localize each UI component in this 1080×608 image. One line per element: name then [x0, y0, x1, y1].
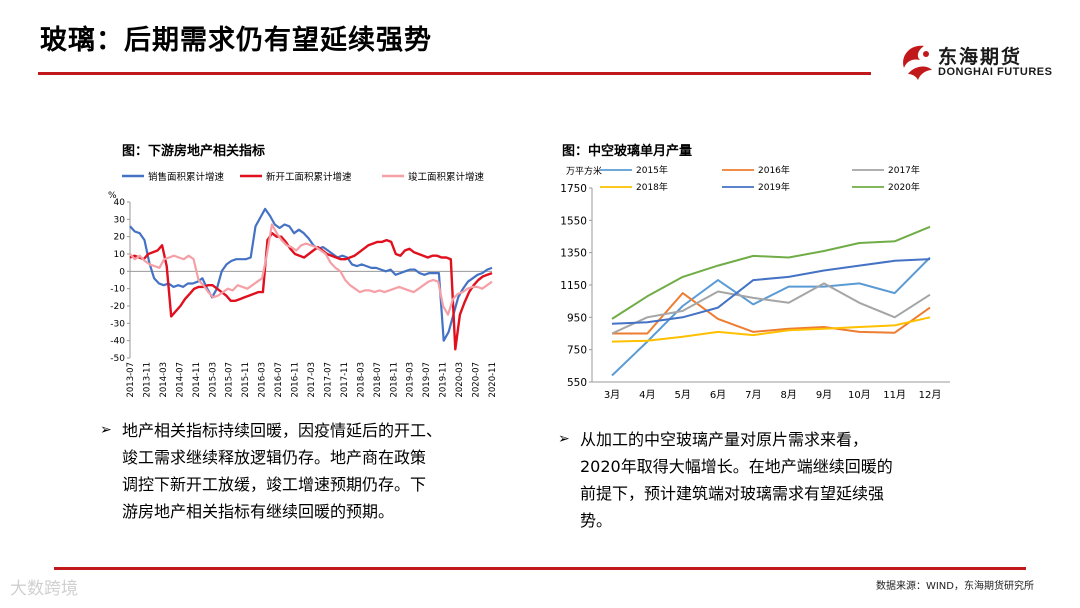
watermark: 大数跨境: [10, 579, 78, 599]
x-tick-label: 11月: [883, 389, 906, 401]
y-tick-label: -20: [110, 302, 125, 312]
y-tick-label: 40: [114, 198, 126, 208]
x-tick-label: 2018-11: [389, 362, 399, 397]
left-bullet-line-3: 调控下新开工放缓，竣工增速预期仍存。下: [122, 475, 427, 494]
real-estate-indicators-chart: 销售面积累计增速 新开工面积累计增速 竣工面积累计增速%40 30 20 10 0 -10 -2…: [108, 171, 498, 397]
x-tick-label: 2020-11: [488, 362, 498, 397]
legend-label: 2016年: [758, 164, 790, 176]
x-tick-label: 2016-07: [274, 362, 284, 397]
y-tick-label: 750: [567, 345, 587, 357]
legend-label: 竣工面积累计增速: [408, 171, 485, 183]
series-line: [611, 282, 931, 335]
logo-chinese-name: 东海期货: [938, 46, 1023, 68]
legend-label: 2015年: [636, 164, 668, 176]
x-tick-label: 2014-11: [192, 362, 202, 397]
legend-label: 2017年: [888, 164, 920, 176]
series-line: [129, 223, 493, 316]
title-divider: [38, 72, 871, 75]
legend-label: 销售面积累计增速: [148, 171, 225, 183]
x-tick-label: 2013-11: [142, 362, 152, 397]
x-tick-label: 2018-03: [356, 362, 366, 397]
arrow-bullet-icon: ➢: [100, 422, 112, 438]
x-tick-label: 9月: [816, 389, 832, 401]
y-tick-label: -40: [110, 337, 125, 347]
y-tick-label: 1150: [560, 280, 587, 292]
right-bullet-line-3: 前提下，预计建筑端对玻璃需求有望延续强: [580, 484, 885, 503]
x-tick-label: 2015-03: [208, 362, 218, 397]
series-line: [129, 207, 493, 342]
y-tick-label: 550: [567, 377, 587, 389]
y-tick-label: -10: [110, 285, 125, 295]
x-tick-label: 2014-07: [175, 362, 185, 397]
right-bullet-line-1: 从加工的中空玻璃产量对原片需求来看，: [580, 430, 869, 449]
page-title: 玻璃：后期需求仍有望延续强势: [40, 25, 432, 56]
data-source: 数据来源：WIND，东海期货研究所: [875, 581, 1034, 592]
x-tick-label: 2017-07: [323, 362, 333, 397]
x-tick-label: 2019-03: [406, 362, 416, 397]
x-tick-label: 2015-11: [241, 362, 251, 397]
x-tick-label: 3月: [604, 389, 620, 401]
legend-label: 新开工面积累计增速: [266, 171, 352, 183]
x-tick-label: 2016-03: [258, 362, 268, 397]
y-axis-unit: %: [108, 191, 117, 201]
x-tick-label: 2018-07: [373, 362, 383, 397]
x-tick-label: 7月: [745, 389, 761, 401]
x-tick-label: 6月: [710, 389, 726, 401]
x-tick-label: 12月: [919, 389, 942, 401]
x-tick-label: 2014-03: [159, 362, 169, 397]
series-line: [611, 225, 931, 320]
insulated-glass-output-chart: 万平方米 2015年 2016年 2017年 2018年 2019年 2020年 1750 15…: [560, 164, 950, 401]
x-tick-label: 2015-07: [225, 362, 235, 397]
x-tick-label: 2013-07: [126, 362, 136, 397]
company-logo: 东海期货 DONGHAI FUTURES: [898, 38, 1068, 86]
x-tick-label: 8月: [780, 389, 796, 401]
x-tick-label: 2017-03: [307, 362, 317, 397]
right-figure-title: 图：中空玻璃单月产量: [562, 144, 693, 159]
y-tick-label: 10: [114, 250, 126, 260]
x-tick-label: 2019-11: [439, 362, 449, 397]
series-line: [611, 258, 931, 325]
series-line: [129, 231, 493, 351]
left-bullet-line-4: 游房地产相关指标有继续回暖的预期。: [122, 502, 395, 521]
y-tick-label: 1350: [560, 248, 587, 260]
y-tick-label: 20: [114, 233, 126, 243]
y-tick-label: 1550: [560, 215, 587, 227]
legend-label: 2020年: [888, 181, 920, 193]
x-tick-label: 5月: [674, 389, 690, 401]
left-figure-title: 图：下游房地产相关指标: [122, 144, 266, 159]
series-line: [611, 316, 931, 343]
footer-divider: [54, 567, 1026, 570]
y-tick-label: -50: [110, 354, 125, 364]
legend-label: 2019年: [758, 181, 790, 193]
y-tick-label: 30: [114, 215, 126, 225]
x-tick-label: 2016-11: [291, 362, 301, 397]
series-line: [611, 256, 931, 377]
x-tick-label: 2017-11: [340, 362, 350, 397]
right-bullet-line-4: 势。: [580, 511, 613, 530]
right-bullet-line-2: 2020年取得大幅增长。在地产端继续回暖的: [580, 457, 893, 476]
left-bullet-line-2: 竣工需求继续释放逻辑仍存。地产商在政策: [122, 448, 427, 467]
y-tick-label: 950: [567, 312, 587, 324]
x-tick-label: 4月: [639, 389, 655, 401]
logo-english-name: DONGHAI FUTURES: [938, 66, 1053, 78]
arrow-bullet-icon: ➢: [558, 431, 570, 447]
y-tick-label: -30: [110, 319, 125, 329]
logo-mark-icon: [903, 45, 932, 80]
y-axis-unit: 万平方米: [566, 165, 602, 177]
x-tick-label: 2020-03: [455, 362, 465, 397]
y-tick-label: 0: [119, 267, 125, 277]
x-tick-label: 2020-07: [472, 362, 482, 397]
legend-label: 2018年: [636, 181, 668, 193]
y-tick-label: 1750: [560, 183, 587, 195]
x-tick-label: 2019-07: [422, 362, 432, 397]
left-bullet-line-1: 地产相关指标持续回暖，因疫情延后的开工、: [122, 421, 443, 440]
x-tick-label: 10月: [848, 389, 871, 401]
